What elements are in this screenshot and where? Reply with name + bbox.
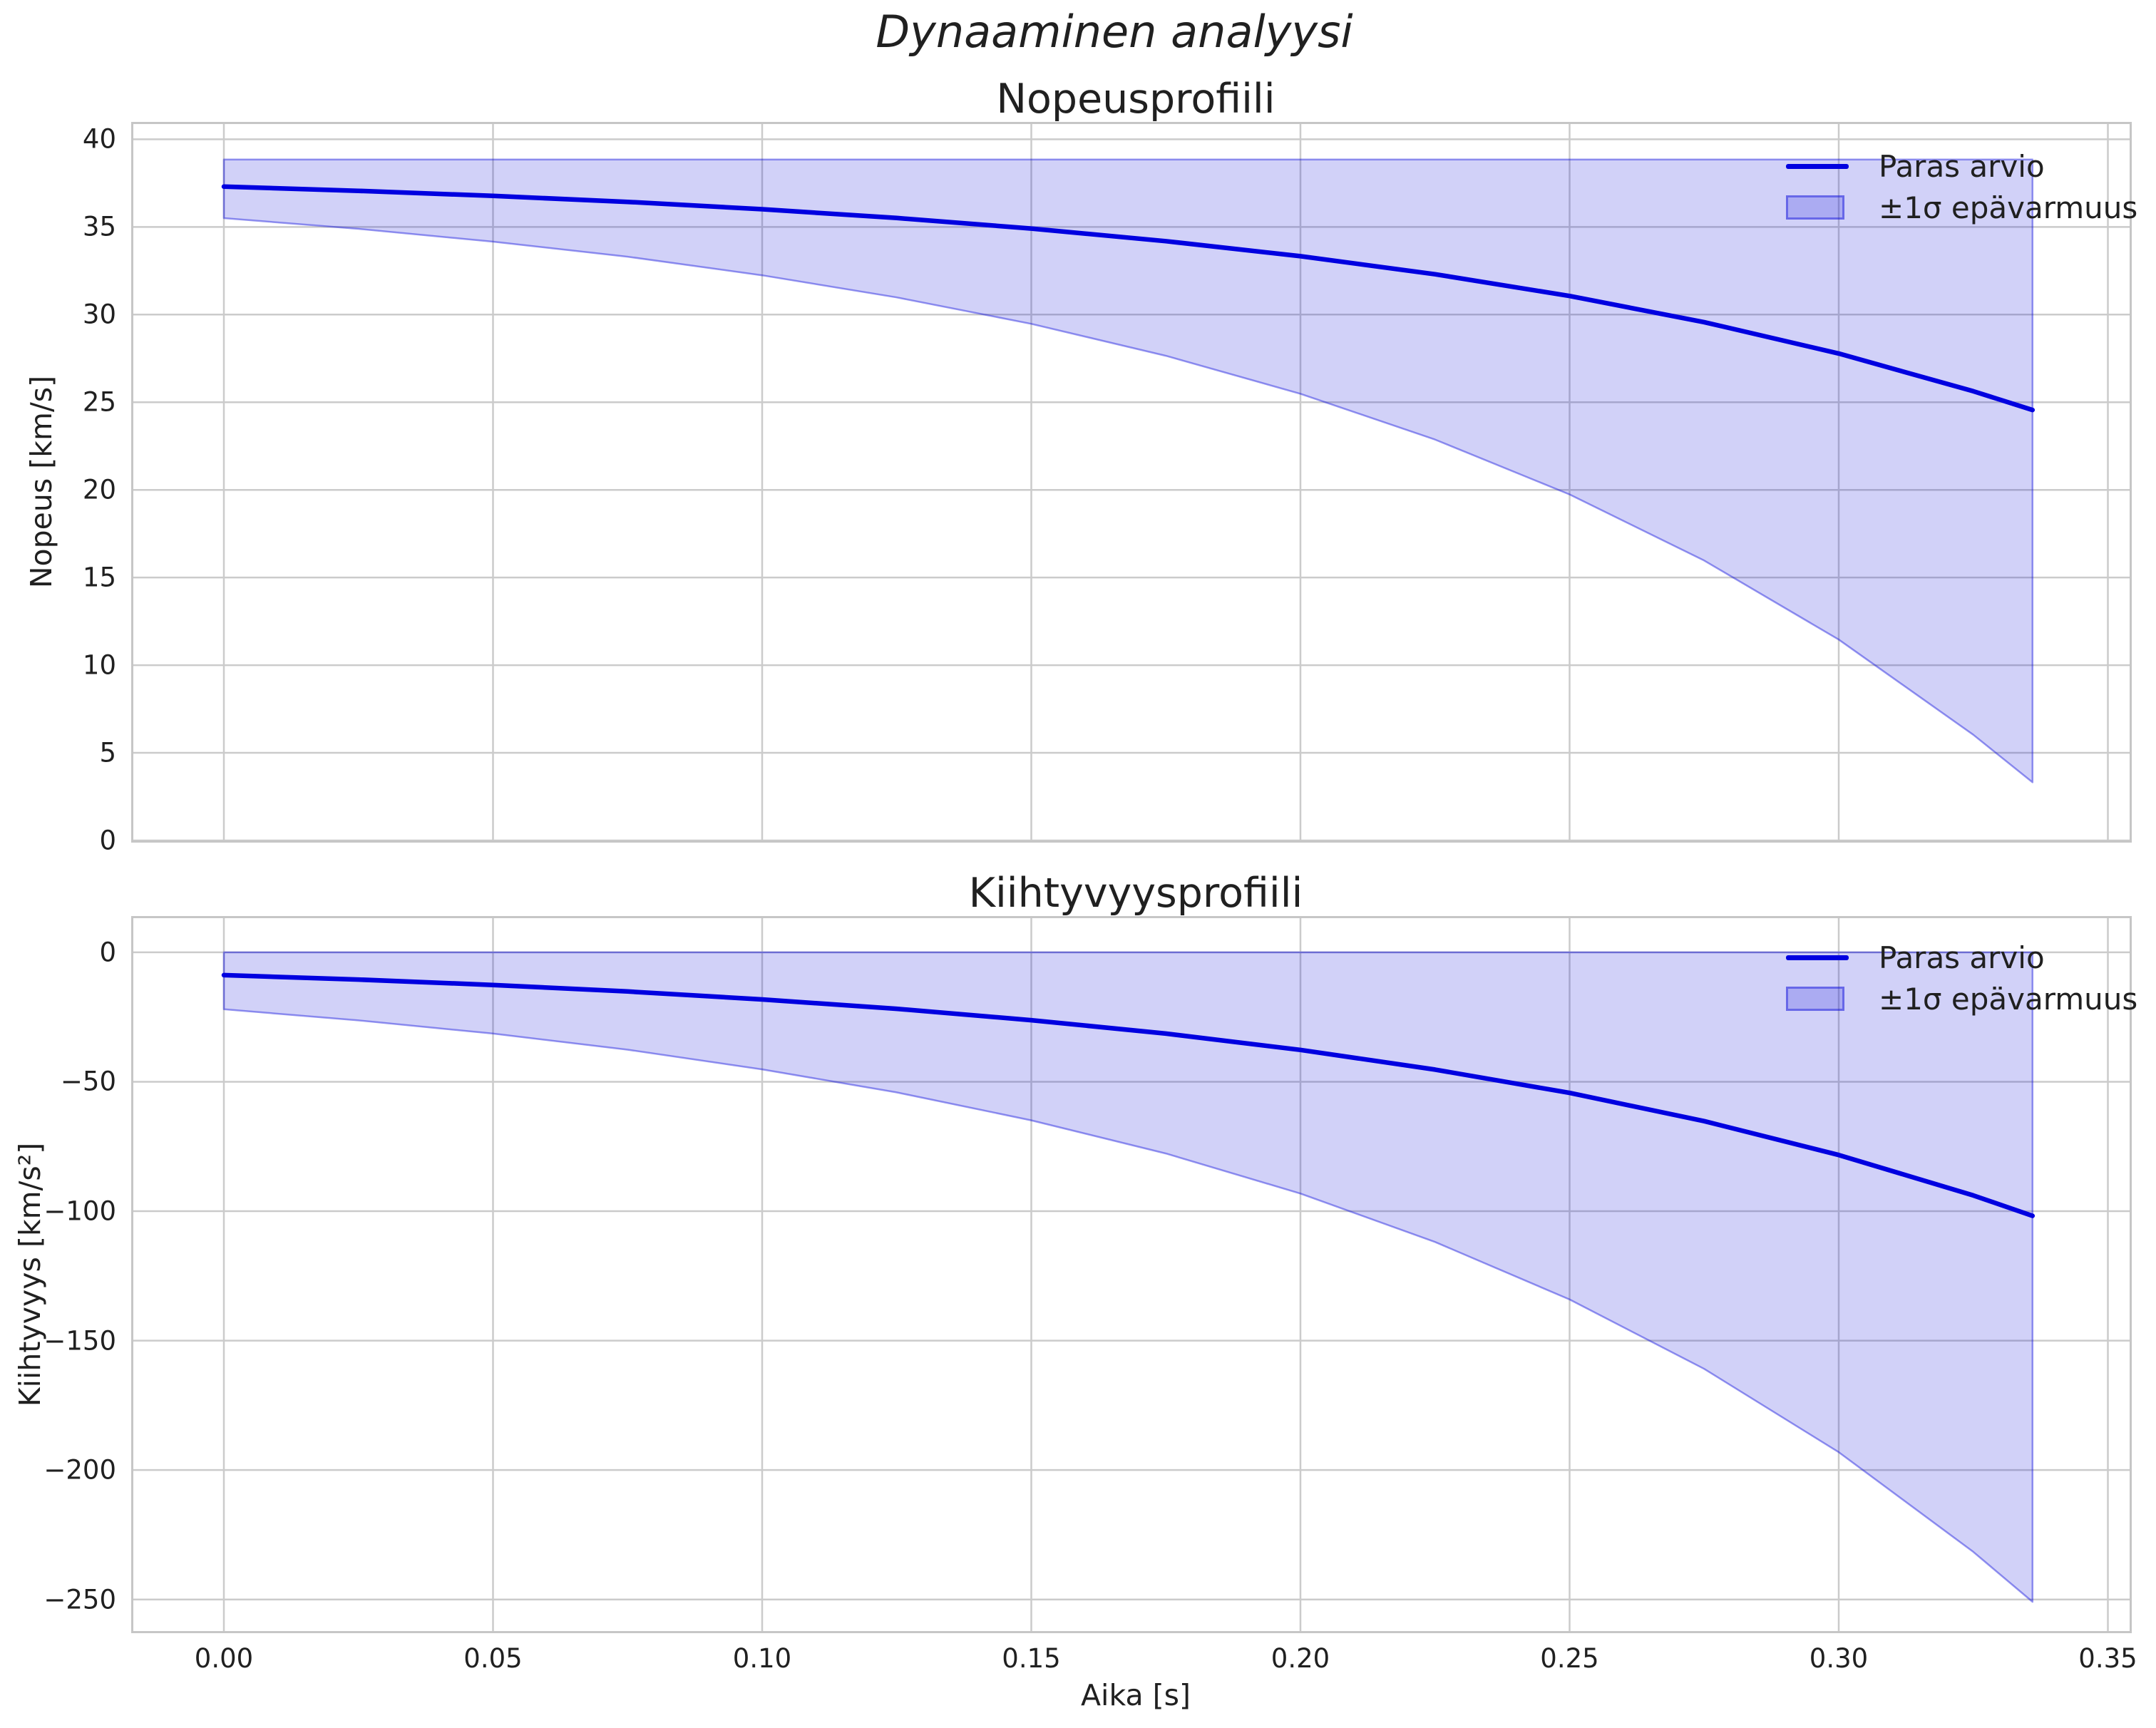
y-tick-label: −250 (43, 1584, 116, 1615)
acceleration-y-axis-label: Kiihtyvyys [km/s²] (13, 1142, 47, 1407)
y-tick-label: 30 (82, 299, 116, 330)
acceleration-axes: Paras arvio ±1σ epävarmuus (131, 916, 2137, 1633)
x-tick-label: 0.35 (2078, 1643, 2137, 1674)
x-tick-label: 0.00 (194, 1643, 254, 1674)
legend-label-best-estimate: Paras arvio (1879, 940, 2045, 975)
y-tick-label: 0 (99, 825, 116, 856)
y-tick-label: 25 (82, 386, 116, 418)
best-estimate-line-swatch-icon (1786, 955, 1849, 960)
best-estimate-line-swatch-icon (1786, 163, 1849, 169)
acceleration-legend: Paras arvio ±1σ epävarmuus (1786, 937, 2137, 1019)
uncertainty-band-swatch-icon (1786, 195, 1844, 220)
y-tick-label: 35 (82, 211, 116, 242)
velocity-plot-title: Nopeusprofiili (996, 76, 1275, 123)
legend-row-best-estimate: Paras arvio (1786, 937, 2137, 978)
y-tick-label: −200 (43, 1454, 116, 1486)
x-tick-label: 0.10 (732, 1643, 792, 1674)
best-estimate-line (221, 184, 2036, 413)
x-tick-label: 0.25 (1540, 1643, 1599, 1674)
y-tick-label: 15 (82, 562, 116, 593)
legend-row-uncertainty: ±1σ epävarmuus (1786, 978, 2137, 1019)
figure-suptitle: Dynaaminen analyysi (876, 6, 1353, 58)
y-tick-label: 5 (99, 737, 116, 768)
uncertainty-band (222, 158, 2034, 783)
acceleration-plot-title: Kiihtyvyysprofiili (968, 870, 1303, 917)
uncertainty-band-swatch-icon (1786, 987, 1844, 1011)
acceleration-plot-canvas (133, 918, 2130, 1631)
x-tick-label: 0.15 (1002, 1643, 1061, 1674)
legend-label-uncertainty: ±1σ epävarmuus (1879, 981, 2138, 1017)
y-tick-label: −100 (43, 1195, 116, 1227)
x-tick-label: 0.05 (463, 1643, 523, 1674)
y-tick-label: 40 (82, 123, 116, 155)
velocity-legend: Paras arvio ±1σ epävarmuus (1786, 145, 2137, 228)
y-tick-label: 0 (99, 937, 116, 968)
x-tick-label: 0.20 (1270, 1643, 1330, 1674)
y-tick-label: 20 (82, 474, 116, 505)
legend-label-uncertainty: ±1σ epävarmuus (1879, 190, 2138, 225)
velocity-plot-canvas (133, 124, 2130, 840)
y-tick-label: −150 (43, 1325, 116, 1357)
uncertainty-band (222, 951, 2034, 1603)
y-tick-label: 10 (82, 649, 116, 681)
y-tick-label: −50 (60, 1066, 116, 1097)
x-tick-label: 0.30 (1809, 1643, 1869, 1674)
legend-label-best-estimate: Paras arvio (1879, 148, 2045, 184)
legend-row-best-estimate: Paras arvio (1786, 145, 2137, 187)
velocity-axes: Paras arvio ±1σ epävarmuus (131, 122, 2137, 843)
legend-row-uncertainty: ±1σ epävarmuus (1786, 187, 2137, 228)
x-axis-label: Aika [s] (1081, 1678, 1191, 1712)
best-estimate-line (221, 972, 2036, 1218)
